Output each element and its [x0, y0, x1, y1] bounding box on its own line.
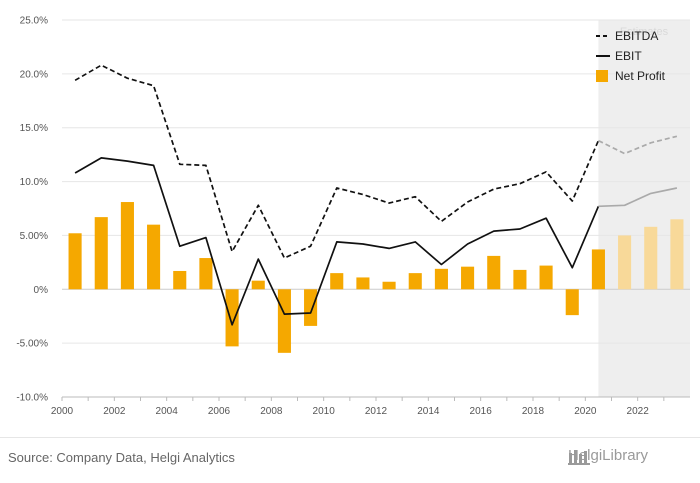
x-tick-label: 2004	[156, 406, 179, 417]
chart-canvas: 25.0% 20.0% 15.0% 10.0% 5.00% 0% -5.00% -10.0% E…	[16, 16, 690, 417]
net-profit-bar	[199, 258, 213, 290]
ebitda-forecast-line	[598, 135, 678, 155]
y-tick-label: -10.0%	[16, 393, 48, 404]
legend-label: Net Profit	[615, 69, 666, 83]
net-profit-bar	[382, 281, 396, 290]
net-profit-bar	[356, 277, 370, 290]
y-tick-label: 20.0%	[20, 69, 48, 80]
helgi-library-logo: HelgiLibrary	[568, 447, 649, 465]
net-profit-bar	[330, 273, 344, 290]
x-tick-label: 2010	[313, 406, 336, 417]
net-profit-bar	[565, 289, 579, 316]
net-profit-bar	[304, 289, 318, 326]
y-tick-label: 15.0%	[20, 123, 48, 134]
x-tick-label: 2002	[103, 406, 126, 417]
x-tick-label: 2022	[627, 406, 650, 417]
net-profit-bar	[461, 266, 475, 290]
net-profit-bar	[94, 217, 108, 290]
net-profit-bar	[277, 289, 291, 353]
y-tick-label: 0%	[34, 285, 49, 296]
legend-swatch-net-profit	[596, 70, 608, 82]
net-profit-bar	[539, 265, 553, 290]
legend-label: EBITDA	[615, 29, 658, 43]
library-icon	[568, 450, 590, 465]
net-profit-bar	[644, 226, 658, 290]
footer-divider	[0, 437, 700, 438]
y-tick-label: 25.0%	[20, 16, 48, 27]
estimates-band	[598, 20, 690, 397]
x-tick-label: 2014	[417, 406, 440, 417]
net-profit-bar	[147, 224, 161, 290]
x-tick-label: 2012	[365, 406, 388, 417]
net-profit-bar	[670, 219, 684, 290]
legend-label: EBIT	[615, 49, 642, 63]
net-profit-bar	[173, 270, 187, 290]
net-profit-bar	[225, 289, 239, 347]
x-tick-label: 2000	[51, 406, 74, 417]
net-profit-bar	[487, 255, 501, 290]
source-note: Source: Company Data, Helgi Analytics	[8, 450, 235, 465]
y-tick-label: 5.00%	[20, 231, 48, 242]
y-tick-label: -5.00%	[16, 339, 48, 350]
y-tick-label: 10.0%	[20, 177, 48, 188]
x-tick-label: 2016	[470, 406, 493, 417]
net-profit-bar	[251, 280, 265, 290]
logo-text: HelgiLibrary	[568, 447, 649, 464]
ebit-line	[74, 157, 600, 326]
x-tick-label: 2008	[260, 406, 283, 417]
net-profit-bar	[591, 249, 605, 290]
net-profit-bar	[120, 202, 134, 290]
ebitda-line	[74, 64, 600, 259]
x-tick-label: 2006	[208, 406, 231, 417]
net-profit-bar	[513, 269, 527, 290]
net-profit-bar	[68, 233, 82, 290]
estimates-label: Estimates	[620, 26, 669, 38]
ebit-forecast-line	[598, 187, 678, 208]
net-profit-bar	[618, 235, 632, 290]
x-tick-label: 2020	[574, 406, 597, 417]
net-profit-bar	[434, 268, 448, 290]
x-tick-label: 2018	[522, 406, 545, 417]
net-profit-bar	[408, 273, 422, 290]
